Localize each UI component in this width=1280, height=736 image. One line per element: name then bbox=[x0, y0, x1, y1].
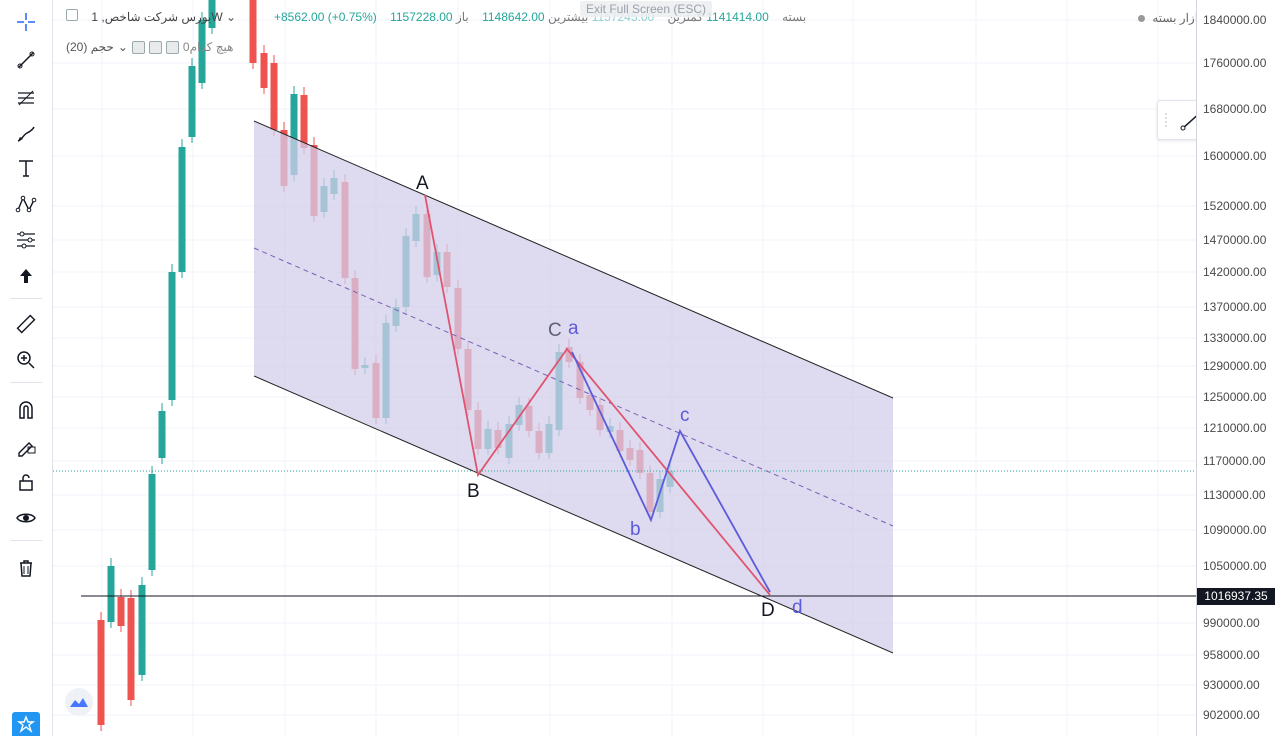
change-value: +8562.00 (+0.75%) bbox=[274, 10, 377, 24]
drawing-toolbar bbox=[0, 0, 53, 736]
price-tick-label: 1600000.00 bbox=[1203, 149, 1267, 163]
market-status-text: بازار بسته bbox=[1152, 11, 1202, 25]
current-price-tag: 1016937.35 bbox=[1197, 588, 1275, 605]
toolbar-divider bbox=[10, 540, 42, 541]
crosshair-icon[interactable] bbox=[8, 8, 44, 36]
price-tick-label: 1680000.00 bbox=[1203, 102, 1267, 116]
candle-body bbox=[127, 598, 135, 700]
price-tick-label: 1290000.00 bbox=[1203, 359, 1267, 373]
wave-label-C: C bbox=[548, 320, 562, 341]
chevron-down-icon[interactable]: ⌄ bbox=[226, 10, 237, 24]
ruler-icon[interactable] bbox=[8, 310, 44, 338]
candle-body bbox=[300, 95, 308, 148]
candle-body bbox=[260, 53, 268, 88]
candle-body bbox=[198, 20, 206, 83]
candle-body bbox=[97, 620, 105, 725]
drawings-layer bbox=[53, 120, 1196, 654]
price-axis[interactable]: 1840000.00 1760000.00 1680000.00 1600000.00… bbox=[1196, 0, 1280, 736]
eye-icon[interactable] bbox=[8, 504, 44, 532]
high-label: بیشترین bbox=[547, 10, 589, 24]
trend-line-icon[interactable] bbox=[8, 46, 44, 74]
candle-body bbox=[138, 585, 146, 675]
close-value: 1157228.00 bbox=[390, 10, 453, 24]
wave-label-a: a bbox=[568, 318, 579, 339]
candle-body bbox=[270, 63, 278, 130]
price-tick-label: 1760000.00 bbox=[1203, 56, 1267, 70]
price-tick-label: 1250000.00 bbox=[1203, 390, 1267, 404]
pattern-icon[interactable] bbox=[8, 190, 44, 218]
symbol-title: بورس شرکت شاخص, 1W bbox=[91, 10, 223, 24]
price-tick-label: 1090000.00 bbox=[1203, 523, 1267, 537]
symbol-legend: بورس شرکت شاخص, 1W ⌄ bbox=[66, 9, 236, 24]
price-tick-label: 1840000.00 bbox=[1203, 13, 1267, 27]
candle-body bbox=[178, 147, 186, 272]
chevron-down-icon[interactable]: ⌄ bbox=[117, 40, 128, 54]
price-tick-label: 1170000.00 bbox=[1203, 454, 1266, 468]
trash-icon[interactable] bbox=[8, 554, 44, 582]
channel-mid-line bbox=[253, 247, 894, 527]
fib-retracement-icon[interactable] bbox=[8, 84, 44, 112]
price-tick-label: 1210000.00 bbox=[1203, 421, 1267, 435]
gear-icon[interactable] bbox=[148, 40, 162, 54]
price-chart[interactable] bbox=[53, 0, 1196, 736]
price-tick-label: 1470000.00 bbox=[1203, 233, 1267, 247]
volume-legend: حجم (20) ⌄ هیچ کدام0 bbox=[66, 40, 233, 54]
favorite-star-icon[interactable] bbox=[12, 712, 40, 736]
toolbar-divider bbox=[10, 382, 42, 383]
gann-icon[interactable] bbox=[8, 226, 44, 254]
candle-body bbox=[117, 597, 125, 626]
unlock-icon[interactable] bbox=[8, 468, 44, 496]
wave-label-A: A bbox=[416, 173, 429, 194]
close-label: بسته bbox=[782, 10, 807, 24]
price-tick-label: 930000.00 bbox=[1203, 678, 1260, 692]
candle-body bbox=[249, 0, 257, 63]
candle-body bbox=[158, 411, 166, 458]
price-tick-label: 990000.00 bbox=[1203, 616, 1260, 630]
abcd-pattern-blue bbox=[571, 351, 771, 593]
status-dot-icon bbox=[1138, 15, 1145, 23]
low-value: 1141414.00 bbox=[706, 10, 769, 24]
volume-label: حجم (20) bbox=[66, 40, 114, 54]
candle-body bbox=[148, 474, 156, 570]
open-label: باز bbox=[455, 10, 469, 24]
wave-label-d: d bbox=[792, 597, 803, 618]
toolbar-divider bbox=[10, 298, 42, 299]
channel-lower-line bbox=[253, 375, 894, 654]
price-tick-label: 1330000.00 bbox=[1203, 331, 1267, 345]
price-tick-label: 1370000.00 bbox=[1203, 300, 1267, 314]
parallel-channel bbox=[254, 121, 893, 653]
price-tick-label: 958000.00 bbox=[1203, 648, 1260, 662]
collapse-legend-icon[interactable] bbox=[66, 9, 78, 21]
volume-value: هیچ کدام0 bbox=[182, 40, 234, 54]
settings-icon[interactable] bbox=[131, 40, 145, 54]
magnet-icon[interactable] bbox=[8, 396, 44, 424]
price-tick-label: 1130000.00 bbox=[1203, 488, 1266, 502]
text-icon[interactable] bbox=[8, 154, 44, 182]
wave-label-B: B bbox=[467, 481, 480, 502]
brush-icon[interactable] bbox=[8, 120, 44, 148]
market-status-badge: بازار بسته bbox=[1138, 11, 1202, 25]
wave-label-c: c bbox=[680, 405, 690, 426]
candle-body bbox=[188, 66, 196, 137]
open-value: 1148642.00 bbox=[482, 10, 545, 24]
ohlc-values: +8562.00 (+0.75%) 1157228.00 بسته 114141… bbox=[274, 10, 806, 24]
candle-body bbox=[107, 566, 115, 622]
candle-body bbox=[208, 0, 216, 28]
channel-upper-line bbox=[253, 120, 894, 399]
wave-label-D: D bbox=[761, 600, 775, 621]
tradingview-logo-icon[interactable] bbox=[65, 688, 93, 716]
candle-body bbox=[168, 272, 176, 400]
price-tick-label: 902000.00 bbox=[1203, 708, 1260, 722]
wave-label-b: b bbox=[630, 519, 641, 540]
price-tick-label: 1420000.00 bbox=[1203, 265, 1267, 279]
candle-body bbox=[290, 94, 298, 175]
close-icon[interactable] bbox=[165, 40, 179, 54]
exit-full-screen-button[interactable]: Exit Full Screen (ESC) bbox=[580, 1, 713, 17]
price-tick-label: 1520000.00 bbox=[1203, 199, 1267, 213]
price-tick-label: 1050000.00 bbox=[1203, 559, 1267, 573]
arrow-up-icon[interactable] bbox=[8, 262, 44, 290]
zoom-in-icon[interactable] bbox=[8, 346, 44, 374]
abcd-pattern-red bbox=[424, 194, 771, 596]
lock-drawing-icon[interactable] bbox=[8, 432, 44, 460]
